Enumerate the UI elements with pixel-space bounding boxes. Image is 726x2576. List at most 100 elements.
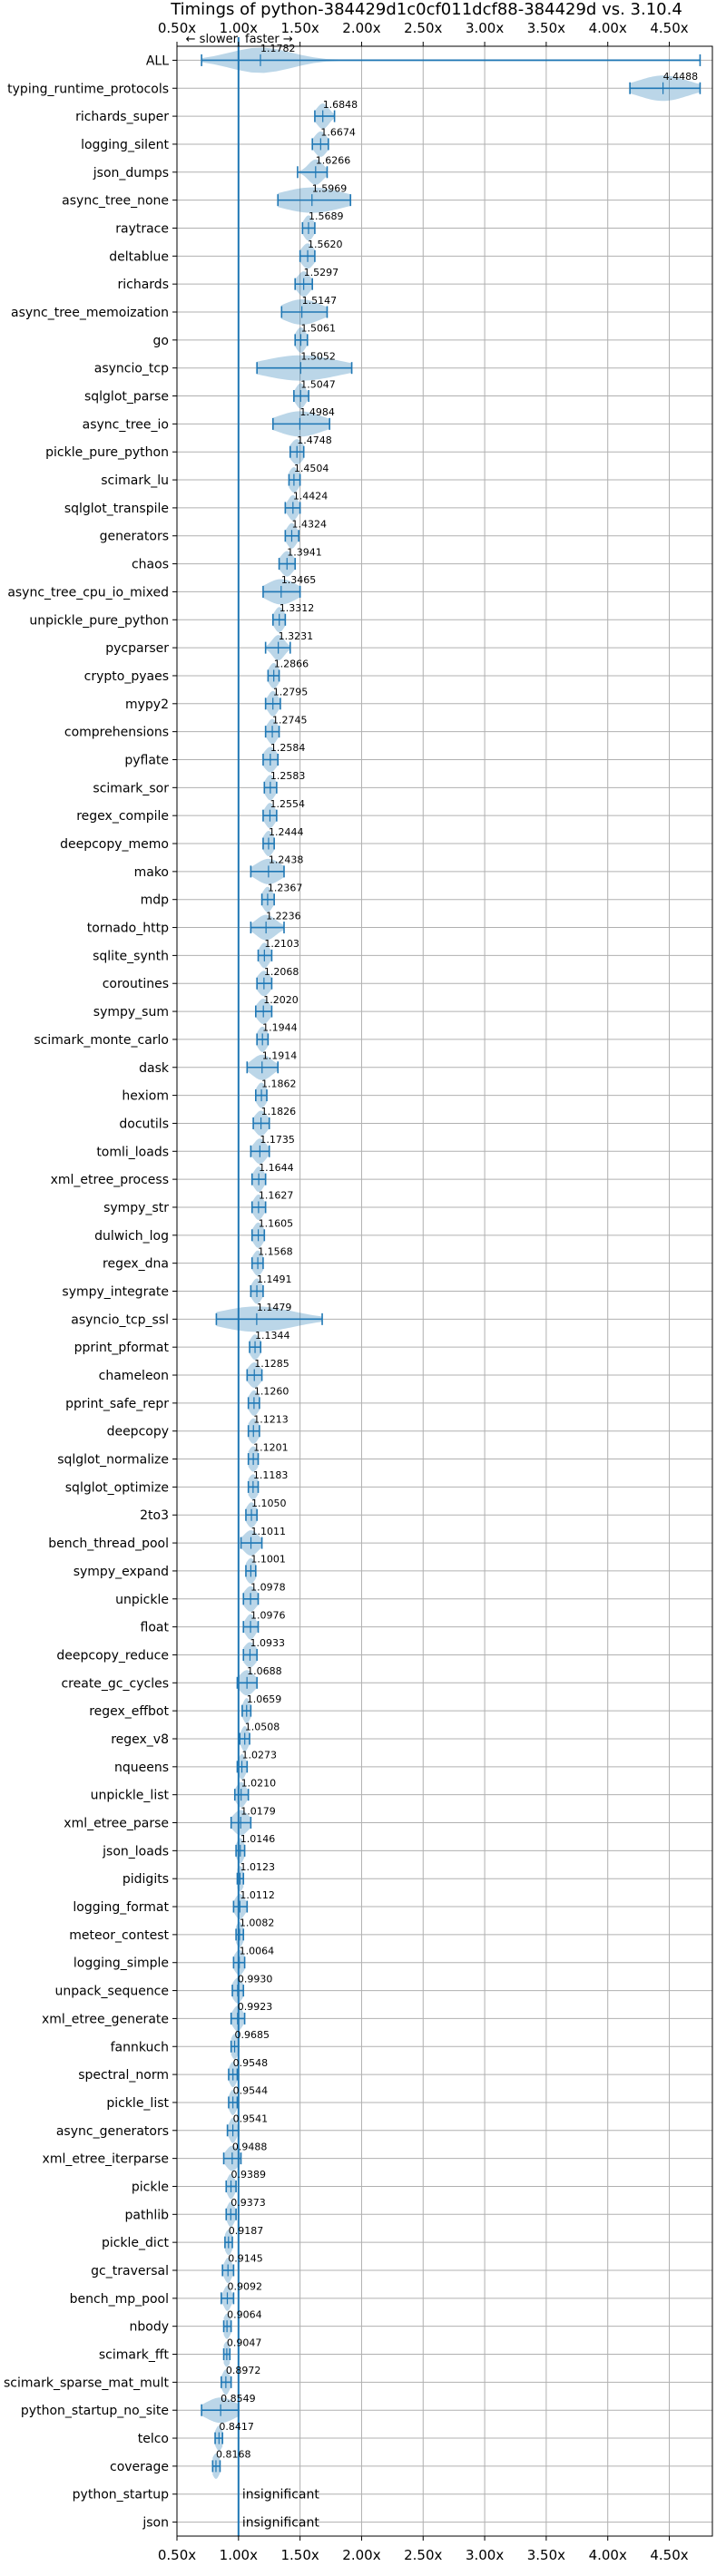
benchmark-label: scimark_lu — [101, 473, 169, 488]
benchmark-label: python_startup — [73, 2488, 169, 2503]
benchmark-label: sympy_sum — [93, 1005, 169, 1020]
benchmark-label: unpickle_pure_python — [29, 613, 169, 628]
value-label: 1.4324 — [291, 518, 327, 530]
value-label: 1.4748 — [297, 434, 332, 446]
value-label: 1.0064 — [240, 1945, 275, 1956]
benchmark-label: bench_thread_pool — [48, 1537, 169, 1551]
benchmark-label: deepcopy_memo — [60, 837, 169, 852]
benchmark-label: regex_compile — [76, 809, 169, 824]
x-tick-label-bottom: 3.50x — [527, 2547, 565, 2563]
benchmark-label: sqlglot_parse — [84, 390, 169, 405]
benchmark-label: async_generators — [56, 2124, 169, 2139]
benchmark-label: crypto_pyaes — [84, 669, 169, 684]
value-label: 0.9541 — [233, 2113, 269, 2125]
value-label: 1.4424 — [293, 491, 329, 503]
x-tick-label-top: 2.50x — [404, 20, 442, 36]
value-label: 1.1944 — [262, 1022, 298, 1034]
value-label: 1.2554 — [270, 798, 305, 810]
benchmark-label: richards_super — [75, 110, 169, 124]
value-label: 1.2866 — [274, 659, 309, 670]
x-tick-label-bottom: 2.00x — [342, 2547, 380, 2563]
value-label: 1.1735 — [260, 1134, 295, 1146]
benchmark-label: sqlite_synth — [93, 949, 169, 963]
value-label: 0.8549 — [221, 2393, 256, 2405]
benchmark-label: json_dumps — [93, 166, 169, 181]
benchmark-label: logging_format — [73, 1900, 169, 1915]
value-label: 1.1605 — [259, 1218, 294, 1230]
value-label: 0.9145 — [228, 2253, 263, 2265]
benchmark-label: tornado_http — [87, 922, 169, 936]
benchmark-label: xml_etree_iterparse — [43, 2152, 169, 2167]
value-label: 1.0508 — [245, 1722, 280, 1733]
x-tick-label-top: 4.00x — [589, 20, 627, 36]
value-label: 1.0688 — [247, 1665, 282, 1677]
label-layer: ALL typing_runtime_protocols richards_supe… — [4, 43, 698, 2530]
value-label: 1.1344 — [255, 1330, 290, 1342]
benchmark-label: go — [153, 334, 169, 348]
benchmark-label: chaos — [132, 558, 169, 572]
value-label: 0.9389 — [231, 2169, 267, 2181]
value-label: 1.1627 — [259, 1190, 294, 1202]
value-label: 1.1568 — [258, 1245, 293, 1257]
value-label: 1.0112 — [240, 1889, 275, 1901]
benchmark-label: meteor_contest — [69, 1928, 169, 1943]
benchmark-label: pathlib — [125, 2208, 170, 2222]
benchmark-label: python_startup_no_site — [21, 2404, 169, 2418]
value-label: 1.0978 — [250, 1582, 286, 1594]
benchmark-label: pickle — [132, 2180, 169, 2194]
x-tick-label-bottom: 1.00x — [220, 2547, 258, 2563]
benchmark-label: unpickle_list — [91, 1789, 170, 1803]
value-label: 1.5047 — [300, 378, 336, 390]
x-tick-label-bottom: 0.50x — [158, 2547, 196, 2563]
value-label: 1.1183 — [253, 1469, 289, 1481]
benchmark-label: gc_traversal — [91, 2264, 169, 2278]
value-label: 1.5620 — [308, 239, 343, 250]
benchmark-label: xml_etree_parse — [64, 1817, 169, 1831]
value-label: 1.6266 — [316, 155, 351, 167]
value-label: 1.1491 — [257, 1273, 292, 1285]
value-label: 4.4488 — [663, 71, 699, 83]
value-label: 1.0146 — [240, 1833, 276, 1845]
value-label: 1.0123 — [240, 1861, 275, 1873]
benchmark-label: sqlglot_normalize — [57, 1453, 169, 1468]
value-label: 1.5052 — [300, 350, 336, 362]
value-label: 1.0082 — [240, 1917, 275, 1929]
value-label: 1.6674 — [320, 127, 356, 139]
benchmark-label: json_loads — [102, 1844, 169, 1859]
value-label: 1.1826 — [261, 1106, 297, 1117]
benchmark-label: coverage — [110, 2460, 169, 2474]
benchmark-label: sympy_str — [103, 1201, 169, 1215]
benchmark-label: asyncio_tcp_ssl — [71, 1312, 169, 1327]
benchmark-label: async_tree_cpu_io_mixed — [7, 585, 169, 600]
insignificant-label: insignificant — [242, 2488, 320, 2503]
benchmark-label: nqueens — [114, 1761, 169, 1775]
benchmark-label: logging_silent — [81, 138, 169, 152]
benchmark-label: scimark_fft — [99, 2348, 170, 2363]
benchmark-label: raytrace — [115, 221, 169, 236]
benchmark-label: scimark_sparse_mat_mult — [4, 2376, 169, 2390]
benchmark-label: xml_etree_process — [51, 1173, 169, 1187]
x-tick-label-top: 2.00x — [342, 20, 380, 36]
value-label: 1.2745 — [272, 714, 308, 726]
benchmark-label: chameleon — [99, 1369, 169, 1383]
benchmark-label: regex_effbot — [89, 1704, 169, 1719]
benchmark-label: async_tree_memoization — [11, 306, 169, 320]
value-label: 0.8168 — [216, 2449, 250, 2461]
benchmark-label: pickle_list — [106, 2096, 169, 2111]
value-label: 0.9064 — [227, 2308, 261, 2320]
value-label: 1.0659 — [247, 1693, 282, 1705]
benchmark-label: pprint_safe_repr — [65, 1397, 169, 1411]
value-label: 1.2367 — [268, 882, 303, 893]
benchmark-label: coroutines — [103, 977, 169, 991]
value-label: 1.1001 — [250, 1554, 286, 1566]
value-label: 0.9092 — [228, 2281, 262, 2293]
benchmark-label: dulwich_log — [94, 1229, 169, 1244]
value-label: 0.9685 — [235, 2029, 270, 2041]
insignificant-label: insignificant — [242, 2516, 320, 2531]
benchmark-label: sympy_integrate — [62, 1285, 169, 1300]
benchmark-label: json — [142, 2516, 169, 2531]
value-label: 1.3312 — [280, 602, 315, 614]
x-tick-label-bottom: 1.50x — [280, 2547, 319, 2563]
direction-label-faster: faster → — [245, 33, 293, 46]
benchmark-label: bench_mp_pool — [70, 2292, 169, 2307]
